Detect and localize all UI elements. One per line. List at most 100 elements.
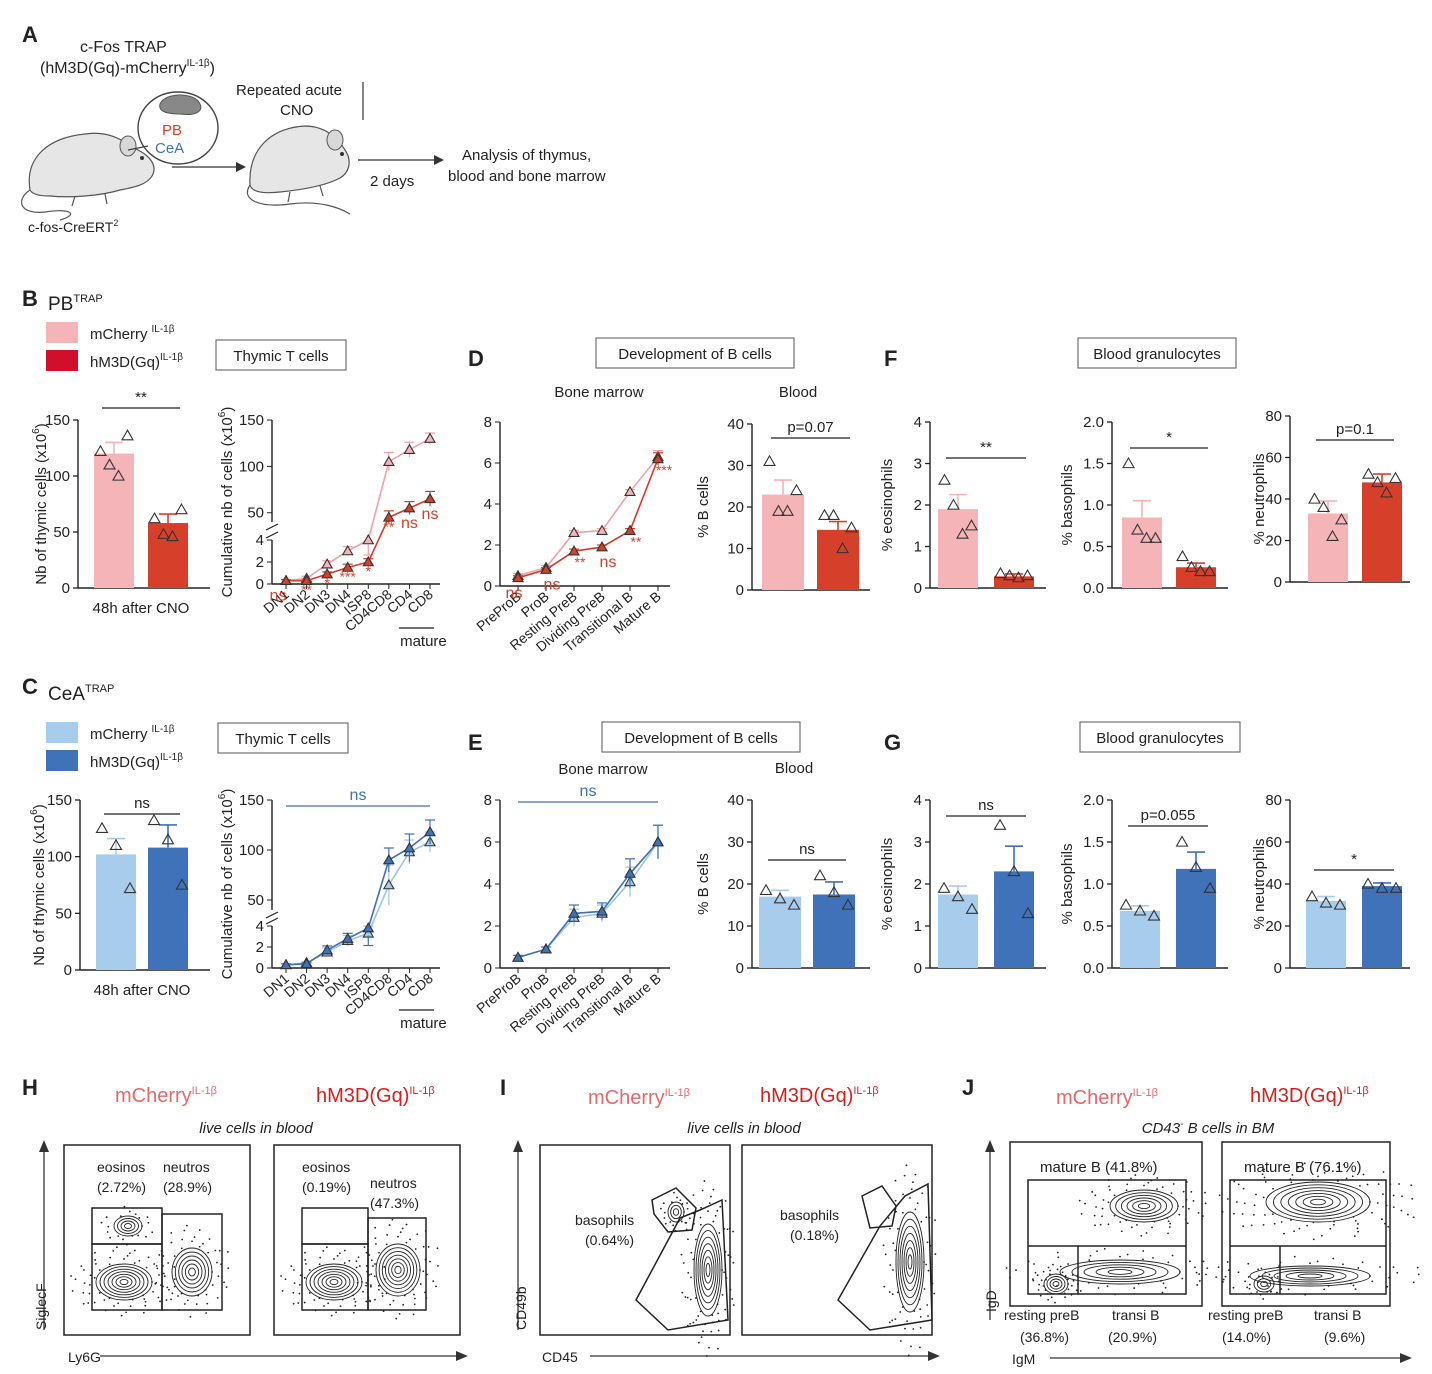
event-dot (1151, 1226, 1153, 1229)
event-dot (1224, 1275, 1227, 1278)
event-dot (889, 1264, 892, 1266)
bar-1 (1362, 886, 1402, 968)
density-contour (325, 1276, 343, 1288)
event-dot (708, 1202, 711, 1204)
event-dot (134, 1213, 137, 1216)
density-contour (695, 1230, 721, 1310)
event-dot (927, 1315, 929, 1317)
y-tick-label: 30 (727, 458, 744, 475)
event-dot (1386, 1285, 1389, 1288)
event-dot (422, 1270, 425, 1273)
y-tick-label: 2.0 (1083, 792, 1104, 809)
event-dot (356, 1281, 359, 1284)
cno-step-label-1: Repeated acute (236, 82, 342, 99)
event-dot (189, 1315, 192, 1318)
data-point (1319, 896, 1333, 908)
event-dot (901, 1306, 904, 1308)
event-dot (686, 1207, 689, 1210)
density-contour (1297, 1273, 1323, 1279)
y-tick-label: 100 (239, 458, 264, 475)
data-point (341, 544, 354, 556)
event-dot (728, 1227, 731, 1230)
event-dot (1079, 1290, 1082, 1292)
event-dot (1008, 1277, 1011, 1279)
density-contour (181, 1259, 203, 1285)
event-dot (1040, 1279, 1043, 1282)
event-dot (1089, 1254, 1092, 1257)
i-ctrl-title: mCherryIL-1β (588, 1087, 690, 1109)
event-dot (884, 1253, 887, 1256)
data-point (95, 821, 109, 834)
y-tick-label: 150 (47, 792, 72, 809)
event-dot (386, 1233, 389, 1236)
event-dot (1125, 1219, 1128, 1222)
event-dot (726, 1228, 729, 1231)
event-dot (1243, 1202, 1246, 1205)
event-dot (180, 1247, 183, 1250)
event-dot (108, 1263, 111, 1266)
event-dot (907, 1354, 910, 1357)
event-dot (719, 1205, 722, 1208)
y-tick-label: 40 (1265, 876, 1282, 893)
event-dot (105, 1216, 108, 1219)
event-dot (1226, 1261, 1229, 1263)
y-tick-label: 100 (239, 842, 264, 859)
density-contour (1049, 1278, 1063, 1290)
panel-letter-b: B (22, 286, 38, 311)
event-dot (397, 1235, 399, 1238)
event-dot (181, 1238, 184, 1241)
event-dot (923, 1261, 925, 1263)
y-tick-label: 2 (484, 537, 492, 554)
legend-swatch-hm3d (46, 350, 78, 371)
panel-titles: Thymic T cells Thymic T cells D Developm… (215, 337, 1241, 778)
event-dot (217, 1275, 220, 1278)
event-dot (166, 1286, 169, 1289)
event-dot (373, 1275, 376, 1278)
event-dot (1054, 1301, 1056, 1304)
data-point (161, 833, 175, 845)
event-dot (1120, 1230, 1123, 1233)
event-dot (319, 1256, 322, 1259)
data-point (1308, 492, 1321, 504)
event-dot (89, 1274, 92, 1277)
y-tick-label: 50 (53, 524, 70, 541)
data-point (763, 454, 776, 467)
event-dot (109, 1236, 112, 1239)
event-dot (82, 1302, 85, 1305)
event-dot (1067, 1288, 1070, 1291)
event-dot (1038, 1283, 1040, 1286)
y-tick-label: 0 (1274, 574, 1282, 591)
event-dot (717, 1347, 719, 1350)
h-trt-title: hM3D(Gq)IL-1β (316, 1085, 435, 1107)
legend-swatch-mcherry (46, 322, 78, 343)
y-tick-label: 0 (64, 962, 72, 979)
arrow-head-2 (434, 155, 444, 165)
event-dot (318, 1297, 321, 1300)
event-dot (662, 1202, 665, 1205)
j-plot-trt (1221, 1141, 1391, 1307)
event-dot (385, 1292, 388, 1295)
y-tick-label: 0 (484, 578, 492, 595)
event-dot (1156, 1177, 1159, 1179)
density-contour (1295, 1192, 1341, 1212)
event-dot (293, 1269, 295, 1271)
event-dot (690, 1251, 693, 1254)
event-dot (690, 1276, 692, 1279)
event-dot (93, 1301, 96, 1304)
data-point (540, 563, 552, 574)
event-dot (1392, 1194, 1395, 1197)
density-contour (899, 1225, 921, 1299)
event-dot (1275, 1291, 1278, 1294)
event-dot (207, 1251, 210, 1254)
data-point (424, 492, 436, 504)
event-dot (146, 1216, 149, 1219)
panel-letter-j: J (962, 1075, 974, 1100)
y-tick-label: 40 (727, 416, 744, 433)
panel-h: H mCherryIL-1β hM3D(Gq)IL-1β live cells … (22, 1075, 468, 1365)
density-contour (901, 1232, 919, 1292)
event-dot (1187, 1207, 1190, 1210)
h-eosino-pct-trt: (0.19%) (302, 1179, 351, 1195)
event-dot (1178, 1213, 1181, 1216)
